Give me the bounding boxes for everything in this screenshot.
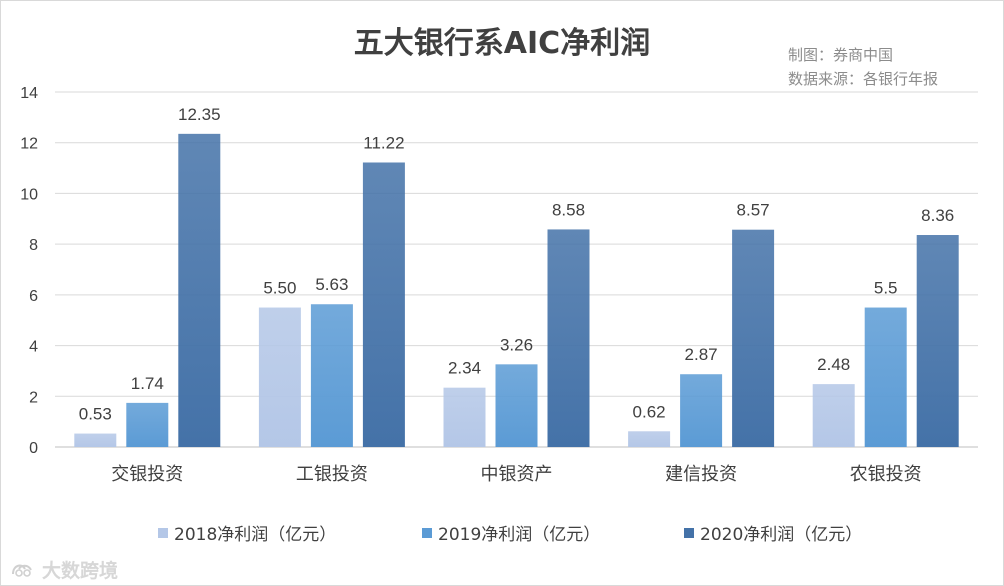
y-tick-label: 6: [29, 288, 38, 305]
x-tick-label: 建信投资: [665, 464, 737, 485]
data-label: 0.53: [79, 405, 112, 424]
x-tick-label: 中银资产: [481, 464, 553, 485]
x-tick-label: 工银投资: [296, 464, 368, 485]
y-tick-label: 0: [29, 440, 38, 457]
data-label: 11.22: [363, 133, 404, 152]
credit-author: 制图：券商中国: [788, 46, 894, 64]
data-label: 8.58: [552, 200, 585, 219]
y-tick-label: 12: [20, 136, 38, 153]
watermark-logo-icon: [12, 564, 32, 577]
y-tick-label: 8: [29, 237, 38, 254]
bar: [443, 387, 486, 447]
data-label: 1.74: [131, 374, 164, 393]
data-label: 2.48: [817, 355, 850, 374]
watermark: 大数跨境: [10, 556, 118, 583]
x-tick-label: 交银投资: [111, 464, 183, 485]
data-label: 2.87: [685, 345, 718, 364]
credit-source: 数据来源：各银行年报: [788, 70, 939, 88]
bar: [310, 304, 353, 447]
watermark-text: 大数跨境: [42, 560, 119, 582]
chart-title: 五大银行系AIC净利润: [353, 26, 651, 61]
y-tick-label: 10: [20, 186, 38, 203]
bar: [362, 162, 405, 447]
bar: [628, 431, 671, 447]
y-tick-label: 2: [29, 389, 38, 406]
bar: [126, 402, 169, 447]
bar: [74, 433, 117, 447]
bar: [732, 229, 775, 447]
data-label: 3.26: [500, 335, 533, 354]
legend-item-2020: 2020净利润（亿元）: [684, 520, 862, 545]
x-tick-label: 农银投资: [850, 464, 922, 485]
y-tick-label: 4: [29, 339, 38, 356]
bar: [258, 307, 301, 447]
data-label: 5.50: [263, 279, 296, 298]
legend: 2018净利润（亿元） 2019净利润（亿元） 2020净利润（亿元）: [0, 520, 1004, 545]
data-label: 12.35: [178, 105, 221, 124]
bar: [812, 384, 855, 447]
legend-item-2019: 2019净利润（亿元）: [422, 520, 600, 545]
data-label: 8.36: [921, 206, 954, 225]
legend-swatch-2019: [422, 527, 432, 538]
bar: [680, 374, 723, 447]
legend-swatch-2020: [684, 527, 694, 538]
bar: [916, 235, 959, 447]
data-label: 0.62: [633, 402, 666, 421]
data-label: 8.57: [737, 201, 770, 220]
bar: [495, 364, 538, 447]
data-label: 5.5: [874, 279, 898, 298]
legend-item-2018: 2018净利润（亿元）: [158, 520, 336, 545]
legend-label-2020: 2020净利润（亿元）: [700, 525, 863, 545]
legend-label-2018: 2018净利润（亿元）: [174, 525, 337, 545]
y-tick-label: 14: [20, 85, 38, 102]
legend-label-2019: 2019净利润（亿元）: [438, 525, 601, 545]
bar: [864, 307, 907, 447]
data-label: 2.34: [448, 359, 481, 378]
legend-swatch-2018: [158, 527, 168, 538]
bar: [178, 133, 221, 447]
bar: [547, 229, 590, 447]
data-label: 5.63: [315, 275, 348, 294]
